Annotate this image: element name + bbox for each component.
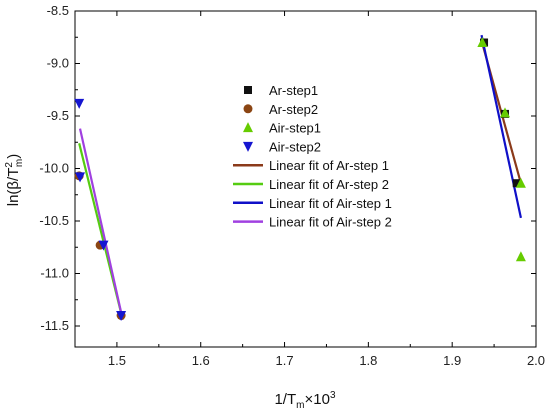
x-tick-label: 1.5 xyxy=(108,353,126,368)
x-tick-label: 1.9 xyxy=(443,353,461,368)
data-point xyxy=(499,107,510,118)
x-tick-label: 1.6 xyxy=(192,353,210,368)
y-axis-title-end: ) xyxy=(5,154,22,159)
y-tick-label: -10.0 xyxy=(39,161,69,176)
legend-label: Linear fit of Ar-step 1 xyxy=(269,158,389,173)
legend-label: Air-step1 xyxy=(269,121,321,136)
data-point xyxy=(74,98,85,109)
legend-symbol xyxy=(243,104,253,114)
x-axis-title: 1/Tm×103 xyxy=(274,390,335,411)
y-tick-label: -11.0 xyxy=(40,266,69,281)
x-axis-title-sup: 3 xyxy=(330,390,336,401)
x-axis-ticks: 1.5 1.6 1.7 1.8 1.9 2.0 xyxy=(108,11,545,368)
x-axis-title-main: 1/T xyxy=(274,391,296,408)
x-tick-label: 1.8 xyxy=(359,353,377,368)
y-tick-label: -8.5 xyxy=(47,3,69,18)
y-axis-title-sup: 2 xyxy=(4,162,15,168)
fit-line xyxy=(78,128,124,320)
data-point xyxy=(512,179,521,188)
y-tick-label: -9.0 xyxy=(47,56,69,71)
data-point xyxy=(98,240,109,251)
data-point xyxy=(75,172,86,183)
legend-label: Ar-step1 xyxy=(269,83,318,98)
legend-label: Ar-step2 xyxy=(269,102,318,117)
x-axis-title-suffix: ×10 xyxy=(305,391,330,408)
y-axis-ticks: -11.5 -11.0 -10.5 -10.0 -9.5 -9.0 -8.5 xyxy=(39,3,536,333)
y-axis-title-main: ln(β/T xyxy=(5,168,22,207)
plot-frame xyxy=(74,10,537,348)
data-point xyxy=(515,177,526,188)
legend-symbol xyxy=(244,86,252,94)
legend-symbol xyxy=(243,141,253,152)
fit-line xyxy=(480,34,522,219)
x-axis-title-sub: m xyxy=(296,400,304,411)
data-point xyxy=(477,37,488,47)
legend: Ar-step1 Ar-step2 Air-step1 Air-step2 Linear… xyxy=(233,83,392,230)
legend-symbol xyxy=(243,122,253,133)
data-point xyxy=(515,251,526,262)
y-tick-label: -10.5 xyxy=(39,213,69,228)
data-point xyxy=(116,311,127,321)
y-tick-label: -9.5 xyxy=(47,108,69,123)
x-tick-label: 1.7 xyxy=(276,353,294,368)
legend-label: Linear fit of Air-step 1 xyxy=(269,196,392,211)
y-axis-title: ln(β/T2m) xyxy=(4,154,25,207)
legend-label: Air-step2 xyxy=(269,139,321,154)
data-markers xyxy=(74,37,526,321)
legend-label: Linear fit of Air-step 2 xyxy=(269,215,392,230)
y-tick-label: -11.5 xyxy=(40,318,69,333)
y-axis-title-sub: m xyxy=(14,159,25,167)
legend-label: Linear fit of Ar-step 2 xyxy=(269,177,389,192)
x-tick-label: 2.0 xyxy=(527,353,545,368)
